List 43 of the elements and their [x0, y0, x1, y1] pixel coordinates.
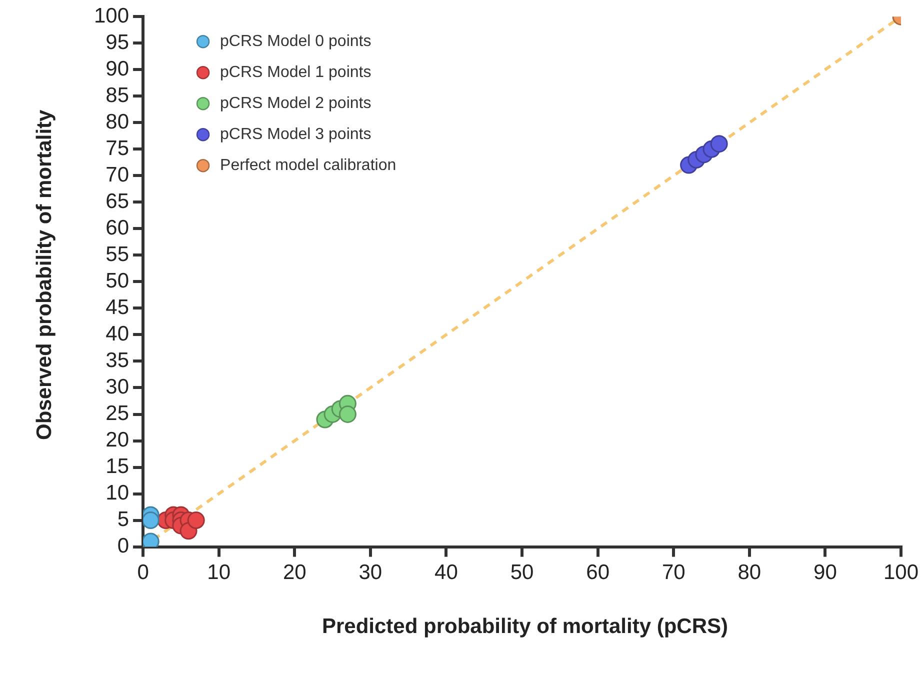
x-tick-label: 70	[662, 561, 686, 584]
y-tick-label: 100	[94, 4, 130, 28]
x-tick-label: 40	[434, 561, 458, 584]
y-tick-label: 25	[106, 402, 130, 426]
point	[710, 135, 728, 153]
x-tick-label: 80	[738, 561, 762, 584]
legend-label: pCRS Model 1 points	[220, 64, 372, 82]
y-tick-label: 80	[106, 110, 130, 134]
x-tick-label: 50	[510, 561, 534, 584]
y-tick-label: 85	[106, 84, 130, 107]
y-tick-label: 65	[106, 190, 130, 213]
legend-label: pCRS Model 3 points	[220, 126, 372, 144]
point	[187, 512, 205, 530]
y-tick-label: 70	[106, 163, 130, 186]
x-tick-label: 10	[207, 561, 231, 584]
y-tick-label: 60	[106, 216, 130, 240]
legend-label: Perfect model calibration	[220, 157, 396, 174]
x-tick-label: 90	[814, 561, 837, 584]
x-tick-label: 100	[883, 561, 919, 584]
y-tick-label: 75	[106, 136, 130, 160]
y-tick-label: 5	[117, 508, 130, 532]
y-tick-label: 55	[106, 242, 130, 266]
y-tick-label: 95	[106, 30, 130, 54]
point	[338, 406, 356, 423]
y-tick-label: 0	[117, 534, 130, 558]
y-tick-label: 35	[106, 349, 130, 372]
x-tick-label: 20	[282, 561, 306, 584]
legend-label: pCRS Model 0 points	[220, 33, 372, 50]
y-tick-label: 15	[106, 455, 130, 478]
point	[143, 512, 160, 530]
y-tick-label: 90	[106, 57, 130, 80]
y-tick-label: 40	[106, 322, 130, 346]
x-tick-label: 30	[358, 561, 382, 584]
y-tick-label: 20	[106, 428, 130, 452]
x-tick-label: 0	[137, 561, 149, 584]
legend-label: pCRS Model 2 points	[220, 95, 372, 112]
y-tick-label: 45	[106, 296, 130, 320]
x-tick-label: 60	[586, 561, 610, 584]
y-tick-label: 50	[106, 269, 130, 292]
y-axis-title: Observed probability of mortality	[33, 110, 57, 440]
x-axis-title: Predicted probability of mortality (pCRS)	[320, 615, 730, 639]
y-tick-label: 30	[106, 376, 130, 399]
y-tick-label: 10	[106, 482, 130, 505]
